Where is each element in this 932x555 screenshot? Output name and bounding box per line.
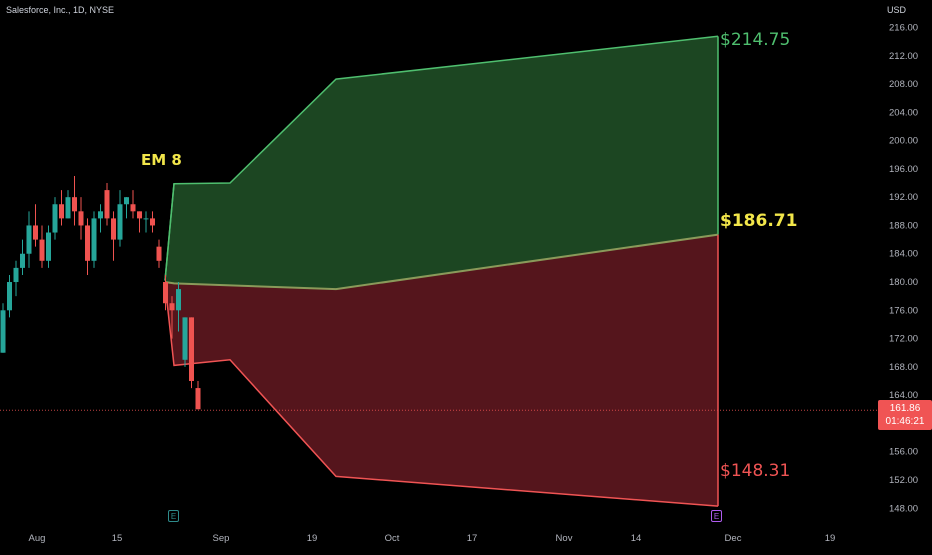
candle-body — [59, 204, 64, 219]
candle-body — [0, 310, 6, 353]
candle-body — [20, 253, 25, 268]
lower-target-label: $148.31 — [720, 461, 791, 481]
candle-body — [117, 204, 123, 240]
candle-body — [7, 282, 12, 311]
x-tick-label: Oct — [385, 533, 400, 544]
candle-body — [150, 218, 155, 226]
candle-body — [78, 211, 84, 226]
chart-title: Salesforce, Inc., 1D, NYSE — [6, 5, 115, 15]
y-tick-label: 184.00 — [889, 249, 918, 260]
candle-body — [46, 232, 51, 261]
last-price-tag: 161.86 01:46:21 — [878, 400, 932, 430]
lower-zone-fill — [165, 234, 718, 507]
y-tick-label: 188.00 — [889, 220, 918, 231]
y-tick-label: 200.00 — [889, 136, 918, 147]
y-tick-label: 152.00 — [889, 475, 918, 486]
bar-countdown: 01:46:21 — [885, 416, 925, 427]
last-price-value: 161.86 — [889, 403, 921, 414]
candle-body — [52, 204, 58, 233]
candle-body — [39, 239, 45, 261]
candle-body — [163, 282, 168, 304]
y-tick-label: 176.00 — [889, 305, 918, 316]
x-tick-label: Sep — [213, 533, 230, 544]
candle-body — [130, 204, 136, 212]
currency-label: USD — [887, 5, 907, 15]
x-tick-label: 19 — [307, 533, 318, 544]
candle-body — [195, 388, 201, 410]
candle-body — [26, 225, 32, 254]
candle-body — [169, 303, 175, 311]
upper-target-label: $214.75 — [720, 30, 791, 50]
y-tick-label: 192.00 — [889, 192, 918, 203]
y-tick-label: 208.00 — [889, 79, 918, 90]
y-tick-label: 180.00 — [889, 277, 918, 288]
lower-boundary-line — [164, 283, 719, 507]
x-tick-label: 14 — [631, 533, 642, 544]
y-tick-label: 204.00 — [889, 107, 918, 118]
x-tick-label: 15 — [112, 533, 123, 544]
y-tick-label: 168.00 — [889, 362, 918, 373]
x-tick-label: Dec — [725, 533, 742, 544]
candle-body — [189, 317, 194, 381]
y-tick-label: 172.00 — [889, 334, 918, 345]
em-label: EM 8 — [141, 151, 182, 169]
candle-body — [156, 246, 162, 261]
candle-body — [98, 211, 103, 219]
candle-body — [137, 211, 142, 219]
y-tick-label: 164.00 — [889, 390, 918, 401]
upper-zone-start — [164, 183, 175, 281]
candle-body — [13, 267, 19, 283]
earnings-event-icon-upcoming[interactable]: E — [711, 510, 722, 522]
earnings-event-icon[interactable]: E — [168, 510, 179, 522]
x-tick-label: 17 — [467, 533, 478, 544]
middle-projection-line — [164, 233, 719, 291]
candle-body — [143, 218, 149, 220]
x-tick-label: Nov — [556, 533, 573, 544]
candle-body — [33, 225, 38, 240]
y-tick-label: 156.00 — [889, 447, 918, 458]
x-tick-label: Aug — [29, 533, 46, 544]
y-tick-label: 196.00 — [889, 164, 918, 175]
candle-body — [91, 218, 97, 261]
y-tick-label: 212.00 — [889, 51, 918, 62]
x-tick-label: 19 — [825, 533, 836, 544]
mid-target-label: $186.71 — [720, 211, 798, 231]
candle-body — [124, 197, 129, 205]
candle-body — [65, 197, 71, 219]
candle-body — [85, 225, 90, 261]
candle-body — [111, 218, 116, 240]
candle-body — [176, 289, 181, 311]
upper-zone-fill — [165, 36, 718, 290]
candle-body — [182, 317, 188, 360]
candle-body — [104, 190, 110, 219]
y-tick-label: 216.00 — [889, 23, 918, 34]
candle-body — [72, 197, 77, 212]
y-tick-label: 148.00 — [889, 503, 918, 514]
